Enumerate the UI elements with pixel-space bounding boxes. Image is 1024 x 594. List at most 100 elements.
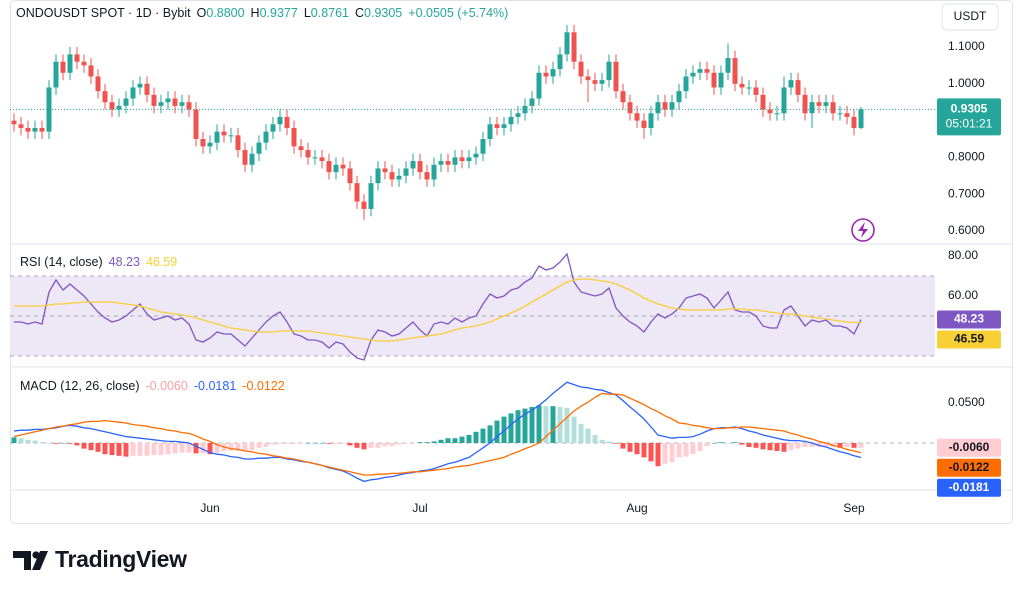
candle-body [11,120,17,125]
candle-body [781,87,787,114]
candle-body [802,94,808,114]
y-tick-label: 0.6000 [948,223,985,237]
candle-body [676,91,682,103]
histogram-bar [466,435,472,443]
histogram-bar [837,443,843,448]
candle-body [270,124,276,132]
histogram-bar [697,443,703,451]
histogram-bar [781,443,787,452]
histogram-bar [32,440,38,443]
lightning-icon [858,222,868,238]
histogram-bar [158,443,164,455]
candle-body [333,164,339,173]
histogram-bar [109,443,115,455]
histogram-bar [424,442,430,443]
candle-body [774,113,780,115]
candle-body [326,161,332,173]
candle-body [25,127,31,132]
legend-value: -0.0181 [193,379,237,393]
x-tick-label: Jul [412,501,427,515]
candle-body [536,72,542,99]
histogram-bar [858,443,864,448]
candle-body [648,113,654,128]
histogram-bar [515,410,521,443]
histogram-bar [774,443,780,451]
alert-icon[interactable] [851,218,875,242]
value-box-label: 48.23 [954,312,984,326]
histogram-bar [823,443,829,447]
histogram-bar [382,443,388,447]
histogram-bar [767,443,773,451]
value-box-label: -0.0060 [949,440,990,454]
candle-body [67,54,73,73]
histogram-bar [396,443,402,445]
candle-body [95,76,101,92]
histogram-bar [249,443,255,451]
histogram-bar [235,443,241,451]
histogram-bar [102,443,108,455]
candle-body [445,161,451,165]
candle-body [627,102,633,114]
candle-body [207,142,213,147]
candle-body [193,109,199,140]
candle-body [403,168,409,176]
histogram-bar [319,443,325,444]
candle-body [613,61,619,92]
histogram-bar [39,442,45,443]
candle-body [473,153,479,158]
candle-body [263,131,269,143]
candle-body [683,76,689,92]
value-box-label: -0.0122 [949,460,990,474]
candle-body [564,32,570,55]
candle-body [298,146,304,151]
legend-value: 48.23 [108,255,140,269]
indicator-line [14,252,862,361]
candle-body [116,105,122,110]
histogram-bar [599,439,605,443]
histogram-bar [627,443,633,452]
candle-body [732,58,738,84]
histogram-bar [445,438,451,443]
value-box [937,310,1001,329]
rsi-legend: RSI (14, close) 48.23 46.59 [20,255,183,269]
rsi-title: RSI (14, close) [20,255,103,269]
candle-body [368,183,374,209]
x-tick-label: Sep [843,501,865,515]
candle-body [109,102,115,110]
candle-body [620,91,626,103]
candle-body [228,135,234,137]
candle-body [487,124,493,140]
histogram-bar [186,443,192,453]
legend-value: 46.59 [145,255,178,269]
histogram-bar [137,443,143,456]
candle-body [431,164,437,180]
candle-body [158,102,164,106]
y-tick-label: 1.1000 [948,39,985,53]
histogram-bar [284,443,290,444]
candle-body [592,80,598,84]
histogram-bar [641,443,647,458]
histogram-bar [844,443,850,447]
histogram-bar [578,423,584,443]
candle-body [711,72,717,88]
histogram-bar [228,443,234,451]
candle-body [361,201,367,209]
ohlc-key: H [250,6,260,20]
histogram-bar [361,443,367,450]
y-tick-label: 0.0500 [948,395,985,409]
brand: TradingView [55,546,187,572]
value-box [937,438,1001,457]
histogram-bar [298,443,304,444]
histogram-bar [452,438,458,443]
histogram-bar [354,443,360,448]
histogram-bar [151,443,157,455]
candle-body [858,109,864,128]
candle-body [382,168,388,173]
candle-body [480,139,486,154]
candle-body [634,113,640,121]
candle-body [830,102,836,114]
currency-button[interactable] [941,3,999,31]
histogram-bar [634,443,640,455]
histogram-bar [410,443,416,444]
candle-body [74,54,80,62]
